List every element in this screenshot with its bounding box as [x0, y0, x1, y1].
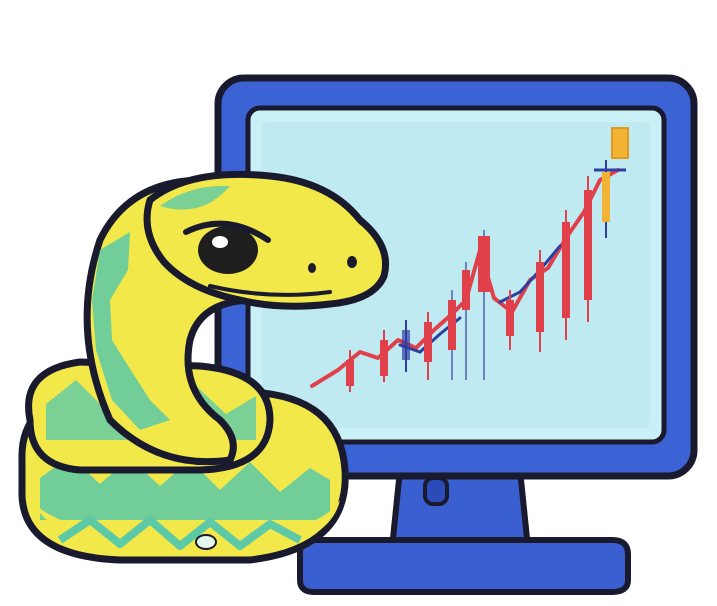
candle-body: [536, 262, 544, 332]
candle-body: [380, 340, 388, 376]
snake-pattern-lower: [40, 456, 330, 520]
candle-body: [562, 222, 570, 318]
snake-nostril: [308, 263, 316, 273]
candle-body-top: [611, 127, 629, 159]
candle-body: [602, 172, 610, 222]
monitor-stand-base: [297, 537, 631, 595]
snake-brow: [183, 220, 271, 243]
snake-neck-pattern: [92, 232, 170, 430]
snake-head-pattern: [160, 185, 230, 210]
monitor-stand-neck: [389, 467, 531, 551]
candle-body: [424, 322, 432, 362]
candle-body: [346, 360, 354, 386]
chart-candles: [346, 127, 629, 392]
snake-highlight: [195, 534, 217, 550]
candle-body: [584, 190, 592, 300]
snake-eye: [198, 226, 258, 274]
snake-belly-zigzag: [57, 516, 302, 550]
monitor-stand-notch: [423, 476, 449, 506]
snake-nostril: [347, 256, 357, 268]
snake-mouth: [208, 284, 332, 297]
snake-icon: [18, 170, 390, 564]
candle-body: [478, 236, 490, 292]
snake-eye-shine: [212, 236, 228, 248]
candlestick-chart-icon: [310, 127, 629, 392]
candle-body: [506, 300, 514, 336]
candle-body: [448, 300, 456, 350]
candle-body: [462, 270, 470, 310]
candle-body: [402, 330, 410, 360]
